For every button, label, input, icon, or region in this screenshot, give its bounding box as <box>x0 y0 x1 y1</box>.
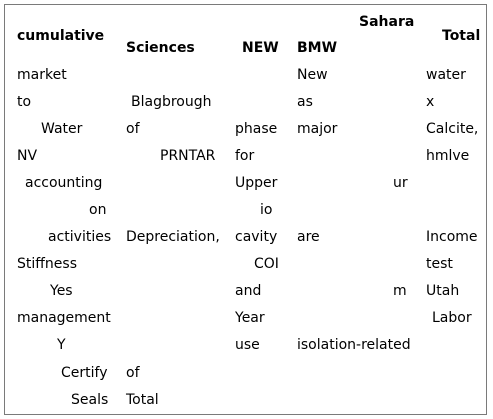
cell: Upper <box>235 175 278 191</box>
cell: NV <box>17 148 38 164</box>
cell: ur <box>393 175 408 191</box>
cell: Income <box>426 229 478 245</box>
cell: Year <box>235 310 265 326</box>
cell: as <box>297 94 313 110</box>
cell: are <box>297 229 320 245</box>
cell: Depreciation, <box>126 229 220 245</box>
cell: cavity <box>235 229 278 245</box>
cell: to <box>17 94 32 110</box>
cell: Total <box>126 392 159 408</box>
cell: and <box>235 283 262 299</box>
cell: PRNTAR <box>160 148 216 164</box>
cell: m <box>393 283 407 299</box>
cell: water <box>426 67 466 83</box>
cell: COI <box>254 256 279 272</box>
header-cumulative: cumulative <box>17 28 105 44</box>
cell: market <box>17 67 67 83</box>
cell: Water <box>41 121 83 137</box>
cell: Labor <box>432 310 472 326</box>
cell: Y <box>57 337 66 353</box>
cell: x <box>426 94 435 110</box>
cell: isolation-related <box>297 337 411 353</box>
cell: New <box>297 67 328 83</box>
header-total: Total <box>442 28 481 44</box>
cell: management <box>17 310 111 326</box>
table-frame: cumulative Sciences NEW BMW Sahara Total… <box>4 4 487 415</box>
cell: of <box>126 121 140 137</box>
cell: major <box>297 121 338 137</box>
header-sciences: Sciences <box>126 40 195 56</box>
cell: Certify <box>61 365 108 381</box>
header-new: NEW <box>242 40 279 56</box>
cell: test <box>426 256 453 272</box>
cell: io <box>260 202 273 218</box>
cell: for <box>235 148 255 164</box>
cell: Stiffness <box>17 256 77 272</box>
header-sahara: Sahara <box>359 14 415 30</box>
cell: Seals <box>71 392 109 408</box>
cell: Yes <box>50 283 73 299</box>
cell: Utah <box>426 283 460 299</box>
cell: phase <box>235 121 278 137</box>
cell: activities <box>48 229 112 245</box>
header-bmw: BMW <box>297 40 338 56</box>
cell: use <box>235 337 260 353</box>
cell: Blagbrough <box>131 94 212 110</box>
cell: of <box>126 365 140 381</box>
cell: hmlve <box>426 148 470 164</box>
cell: on <box>89 202 107 218</box>
cell: Calcite, <box>426 121 479 137</box>
cell: accounting <box>25 175 103 191</box>
